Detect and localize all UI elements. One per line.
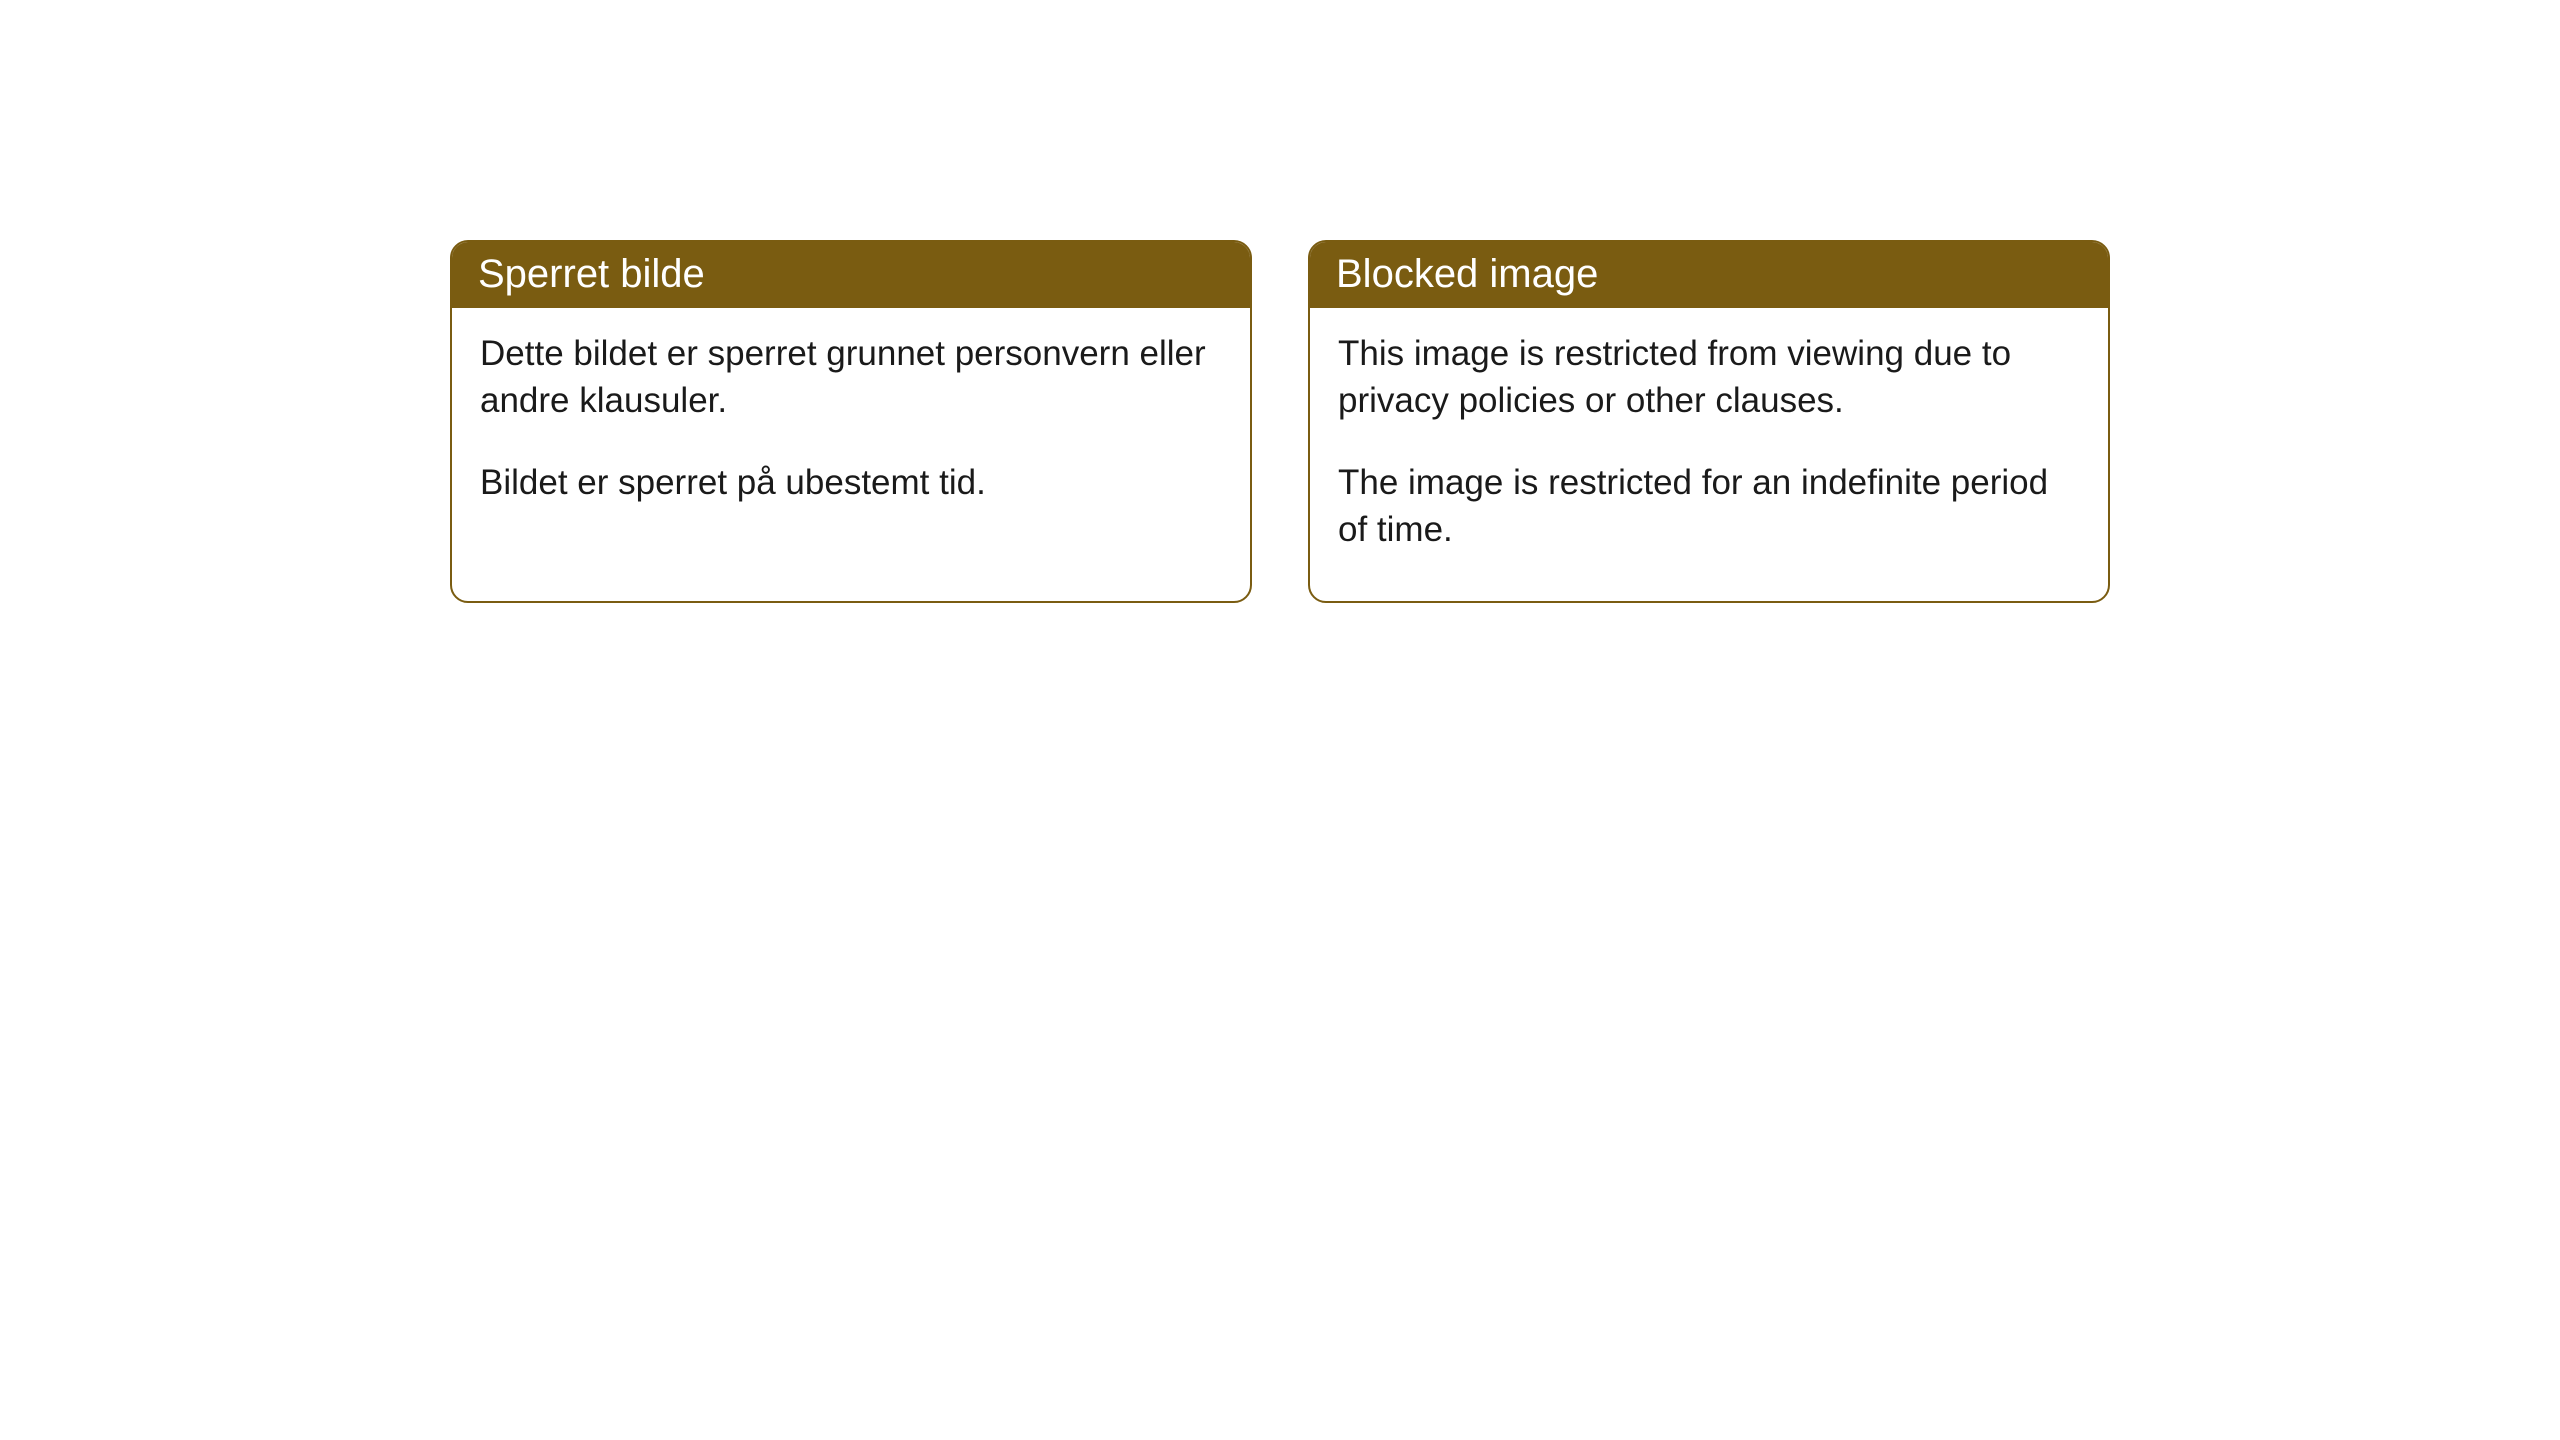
card-paragraph-2: The image is restricted for an indefinit… (1338, 459, 2080, 554)
card-body: This image is restricted from viewing du… (1310, 308, 2108, 601)
card-body: Dette bildet er sperret grunnet personve… (452, 308, 1250, 554)
card-paragraph-1: Dette bildet er sperret grunnet personve… (480, 330, 1222, 425)
card-title: Sperret bilde (452, 242, 1250, 308)
card-paragraph-2: Bildet er sperret på ubestemt tid. (480, 459, 1222, 506)
blocked-image-card-english: Blocked image This image is restricted f… (1308, 240, 2110, 603)
card-title: Blocked image (1310, 242, 2108, 308)
blocked-image-card-norwegian: Sperret bilde Dette bildet er sperret gr… (450, 240, 1252, 603)
blocked-image-cards-container: Sperret bilde Dette bildet er sperret gr… (450, 240, 2110, 603)
card-paragraph-1: This image is restricted from viewing du… (1338, 330, 2080, 425)
